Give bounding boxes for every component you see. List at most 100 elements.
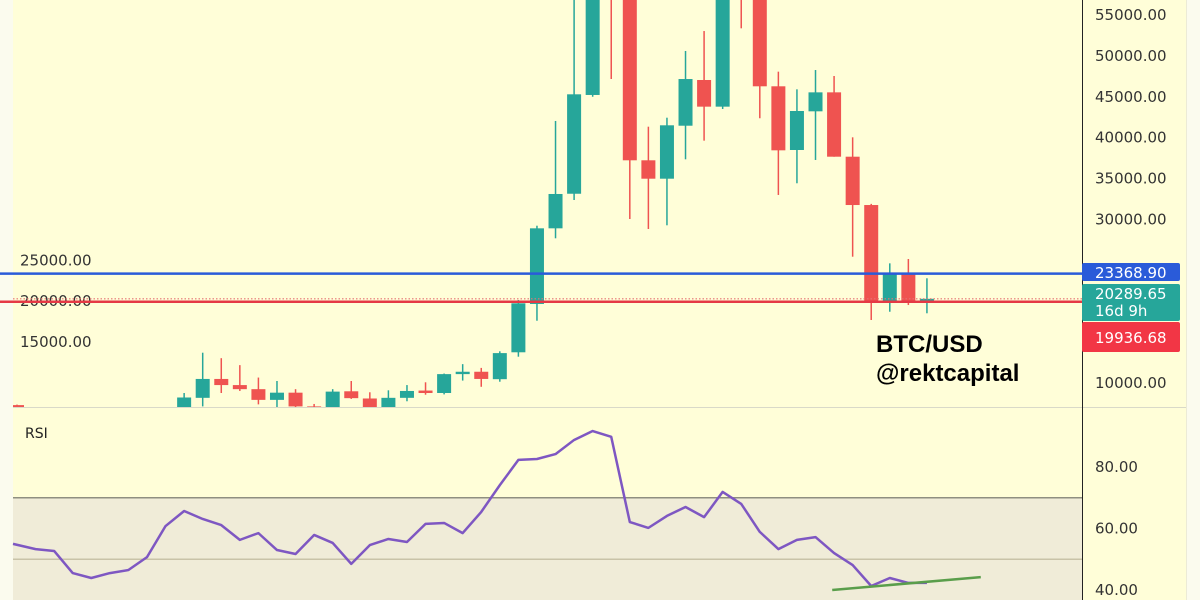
candle-body — [362, 398, 377, 407]
candle-body — [585, 0, 600, 95]
price-tick-label: 35000.00 — [1095, 170, 1167, 188]
candle-body — [307, 406, 322, 407]
candle — [399, 385, 414, 402]
candle-body — [641, 160, 656, 179]
candle — [214, 358, 229, 394]
candle-body — [474, 371, 489, 379]
candle — [697, 31, 712, 141]
price-tick-label: 25000.00 — [20, 251, 92, 269]
candle-body — [381, 397, 396, 407]
candle-body — [492, 353, 507, 380]
candle — [548, 120, 563, 239]
candle — [827, 75, 842, 157]
candle-body — [901, 274, 916, 301]
candle — [882, 263, 897, 312]
support-price-tag-text: 19936.68 — [1095, 329, 1167, 347]
candle — [418, 382, 433, 395]
candle — [901, 258, 916, 306]
rsi-tick-label: 60.00 — [1095, 520, 1138, 538]
price-tick-label: 15000.00 — [20, 333, 92, 351]
price-tick-label: 55000.00 — [1095, 6, 1167, 24]
candle-body — [269, 392, 284, 400]
candle — [492, 351, 507, 382]
candle-body — [771, 86, 786, 151]
candle-body — [418, 390, 433, 394]
candle-body — [455, 371, 470, 375]
rsi-line — [12, 429, 927, 588]
candle-body — [251, 389, 266, 400]
candle — [845, 137, 860, 257]
candle-body — [13, 405, 24, 407]
last-price-tag — [1082, 284, 1180, 321]
candle — [381, 390, 396, 407]
candle — [567, 0, 582, 201]
candle-body — [177, 397, 192, 407]
candle-body — [678, 79, 693, 126]
candle-body — [214, 378, 229, 386]
candle — [13, 404, 24, 407]
candle — [344, 380, 359, 399]
symbol-watermark: BTC/USD — [876, 331, 983, 358]
rsi-tick-label: 80.00 — [1095, 458, 1138, 476]
price-tick-label: 10000.00 — [1095, 374, 1167, 392]
price-tick-label: 40000.00 — [1095, 129, 1167, 147]
bar-countdown-text: 16d 9h — [1095, 302, 1147, 320]
candle-body — [548, 193, 563, 229]
candle — [808, 70, 823, 160]
candle-body — [622, 0, 637, 161]
candle — [195, 352, 210, 407]
candle — [269, 380, 284, 407]
candle-body — [864, 205, 879, 301]
candle — [511, 300, 526, 357]
rsi-band-fill — [13, 497, 1082, 600]
candle-body — [845, 156, 860, 206]
candle-body — [567, 94, 582, 194]
rsi-trendline — [832, 575, 981, 592]
candle — [585, 0, 600, 97]
candle — [325, 389, 340, 407]
candle-body — [529, 228, 544, 304]
candle-body — [827, 92, 842, 157]
price-tick-label: 50000.00 — [1095, 47, 1167, 65]
candle-body — [232, 385, 247, 390]
support-price-tag — [1082, 322, 1180, 352]
author-watermark: @rektcapital — [876, 360, 1019, 387]
price-tick-label: 45000.00 — [1095, 88, 1167, 106]
candle — [715, 0, 730, 110]
candle-body — [325, 391, 340, 407]
candle-body — [882, 274, 897, 301]
candle-body — [344, 391, 359, 399]
candle — [610, 0, 612, 80]
candle-body — [195, 378, 210, 398]
candle — [789, 89, 804, 184]
candle — [659, 117, 674, 226]
candle-body — [697, 80, 712, 107]
candle — [177, 393, 192, 407]
candle — [752, 0, 767, 119]
candle-body — [715, 0, 730, 107]
candle — [455, 364, 470, 381]
candle-body — [659, 125, 674, 179]
candle-body — [288, 392, 303, 407]
candle — [641, 126, 656, 229]
candle-body — [511, 303, 526, 353]
candle-body — [789, 110, 804, 150]
candle — [307, 403, 322, 407]
candle — [622, 0, 637, 220]
rsi-tick-label: 40.00 — [1095, 581, 1138, 599]
candle-body — [752, 0, 767, 87]
candle — [919, 278, 934, 314]
candle — [771, 71, 786, 195]
rsi-label: RSI — [25, 426, 48, 442]
candle — [474, 367, 489, 387]
candle-body — [437, 374, 452, 394]
candle — [232, 365, 247, 391]
candle-body — [919, 298, 934, 301]
level-price-tag-text: 23368.90 — [1095, 264, 1167, 282]
price-pane[interactable] — [13, 0, 1082, 408]
candle — [437, 373, 452, 395]
candle-body — [808, 92, 823, 112]
candle — [251, 377, 266, 405]
candle — [362, 392, 377, 407]
